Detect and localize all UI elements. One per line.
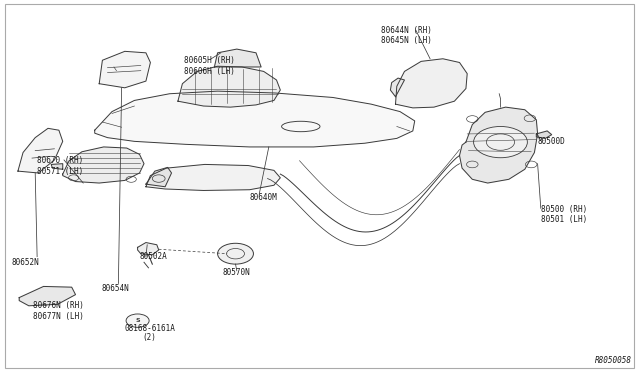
- Circle shape: [218, 243, 253, 264]
- Polygon shape: [51, 164, 63, 169]
- Text: 80500D: 80500D: [538, 137, 565, 146]
- Polygon shape: [396, 59, 467, 108]
- Text: 80605H (RH): 80605H (RH): [184, 56, 235, 65]
- Text: 80676N (RH): 80676N (RH): [33, 301, 84, 310]
- Text: 80500 (RH): 80500 (RH): [541, 205, 587, 214]
- Text: 80502A: 80502A: [140, 252, 167, 261]
- Ellipse shape: [282, 121, 320, 132]
- Polygon shape: [99, 51, 150, 88]
- Text: 80670 (RH): 80670 (RH): [37, 156, 83, 165]
- Polygon shape: [536, 131, 552, 138]
- Polygon shape: [146, 167, 172, 187]
- Text: 80644N (RH): 80644N (RH): [381, 26, 431, 35]
- Polygon shape: [214, 49, 261, 67]
- Text: 80571 (LH): 80571 (LH): [37, 167, 83, 176]
- Polygon shape: [63, 147, 144, 183]
- Polygon shape: [19, 286, 76, 306]
- Polygon shape: [390, 78, 404, 97]
- Text: 80570N: 80570N: [223, 268, 250, 277]
- Text: (2): (2): [142, 333, 156, 342]
- Circle shape: [474, 126, 527, 158]
- Polygon shape: [460, 107, 538, 183]
- Text: 80652N: 80652N: [12, 258, 39, 267]
- Text: 80645N (LH): 80645N (LH): [381, 36, 431, 45]
- Text: 80677N (LH): 80677N (LH): [33, 312, 84, 321]
- Polygon shape: [138, 243, 159, 255]
- Polygon shape: [95, 91, 415, 147]
- Circle shape: [126, 314, 149, 327]
- Text: 80654N: 80654N: [101, 284, 129, 293]
- Polygon shape: [18, 128, 63, 173]
- Text: S: S: [135, 318, 140, 323]
- Polygon shape: [178, 66, 280, 107]
- Text: 08168-6161A: 08168-6161A: [125, 324, 175, 333]
- Text: R8050058: R8050058: [595, 356, 632, 365]
- Polygon shape: [146, 164, 280, 190]
- Text: 80501 (LH): 80501 (LH): [541, 215, 587, 224]
- Text: 80640M: 80640M: [250, 193, 277, 202]
- Text: 80606H (LH): 80606H (LH): [184, 67, 235, 76]
